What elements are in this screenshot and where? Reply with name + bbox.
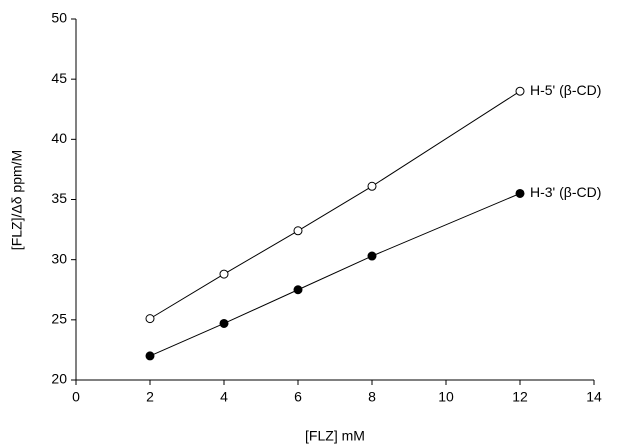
- y-tick-label: 50: [51, 10, 67, 26]
- marker: [293, 285, 303, 295]
- x-tick-label: 8: [368, 389, 376, 405]
- marker: [367, 181, 377, 191]
- x-tick-label: 14: [586, 389, 602, 405]
- marker: [367, 251, 377, 261]
- y-tick-label: 20: [51, 371, 67, 387]
- y-axis-label: [FLZ]/Δδ ppm/M: [9, 150, 25, 250]
- y-tick-label: 45: [51, 70, 67, 86]
- y-tick-label: 25: [51, 311, 67, 327]
- y-tick-label: 35: [51, 190, 67, 206]
- marker: [293, 226, 303, 236]
- marker: [219, 269, 229, 279]
- marker: [145, 314, 155, 324]
- x-axis-label: [FLZ] mM: [305, 428, 365, 444]
- series-line: [149, 193, 521, 357]
- series-line: [149, 90, 521, 320]
- marker: [145, 351, 155, 361]
- marker: [219, 318, 229, 328]
- series-label: H-3' (β-CD): [530, 184, 601, 200]
- y-tick-label: 30: [51, 250, 67, 266]
- y-tick-label: 40: [51, 130, 67, 146]
- x-tick-label: 10: [438, 389, 454, 405]
- x-tick-label: 12: [512, 389, 528, 405]
- series-label: H-5' (β-CD): [530, 82, 601, 98]
- x-tick-label: 0: [72, 389, 80, 405]
- marker: [515, 188, 525, 198]
- marker: [515, 86, 525, 96]
- x-tick-label: 6: [294, 389, 302, 405]
- x-tick-label: 4: [220, 389, 228, 405]
- x-tick-label: 2: [146, 389, 154, 405]
